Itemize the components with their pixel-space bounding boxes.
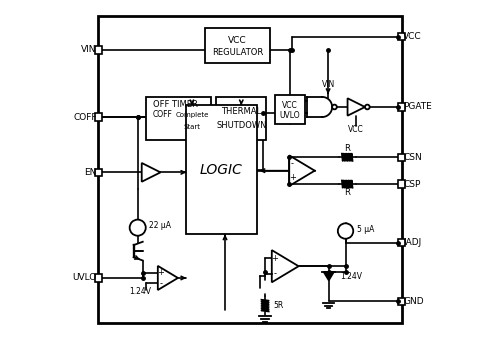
Bar xyxy=(275,95,304,124)
Text: VCC: VCC xyxy=(282,101,298,110)
Text: 1.24V: 1.24V xyxy=(129,287,151,296)
Text: -: - xyxy=(274,269,276,278)
Circle shape xyxy=(338,223,353,239)
Bar xyxy=(95,46,102,54)
Bar xyxy=(95,113,102,121)
Bar xyxy=(398,298,405,305)
Text: VIN: VIN xyxy=(322,80,334,89)
Text: 1.24V: 1.24V xyxy=(340,272,362,282)
Bar xyxy=(95,169,102,176)
Text: -: - xyxy=(290,159,294,168)
Bar xyxy=(204,28,270,64)
Bar xyxy=(398,180,405,188)
Polygon shape xyxy=(142,163,161,182)
Bar xyxy=(398,33,405,40)
Text: EN: EN xyxy=(84,168,97,177)
Circle shape xyxy=(332,105,337,109)
Text: OFF TIMER: OFF TIMER xyxy=(153,100,198,109)
Text: VCC: VCC xyxy=(228,36,246,45)
Text: SHUTDOWN: SHUTDOWN xyxy=(216,121,266,130)
Bar xyxy=(398,239,405,246)
Text: +: + xyxy=(158,268,164,277)
Bar xyxy=(95,274,102,282)
Polygon shape xyxy=(272,250,298,282)
Text: Start: Start xyxy=(184,124,200,130)
Text: VCC: VCC xyxy=(348,125,364,134)
Text: +: + xyxy=(289,173,296,182)
Bar xyxy=(398,153,405,161)
Text: REGULATOR: REGULATOR xyxy=(212,48,263,57)
Text: GND: GND xyxy=(403,297,424,306)
Polygon shape xyxy=(324,272,334,280)
Polygon shape xyxy=(158,266,178,290)
Text: +: + xyxy=(272,254,278,263)
Text: R: R xyxy=(344,144,350,153)
Bar xyxy=(398,103,405,111)
Text: VCC: VCC xyxy=(403,32,422,41)
Text: PGATE: PGATE xyxy=(403,102,432,112)
Text: Complete: Complete xyxy=(175,112,208,118)
Text: COFF: COFF xyxy=(74,113,97,122)
Text: LOGIC: LOGIC xyxy=(200,163,243,177)
Text: COFF: COFF xyxy=(152,110,172,119)
Bar xyxy=(146,97,212,140)
Text: CSP: CSP xyxy=(403,179,420,189)
Polygon shape xyxy=(348,98,365,116)
Text: R: R xyxy=(344,188,350,197)
Text: UVLO: UVLO xyxy=(72,273,97,283)
Bar xyxy=(216,97,266,140)
Circle shape xyxy=(130,220,146,236)
Text: 5 μA: 5 μA xyxy=(356,225,374,234)
Polygon shape xyxy=(289,155,314,186)
Circle shape xyxy=(365,105,370,109)
Text: -: - xyxy=(160,279,162,288)
Text: THERMAL: THERMAL xyxy=(221,107,262,116)
Text: 22 μA: 22 μA xyxy=(149,221,171,231)
Text: VIN: VIN xyxy=(82,46,97,54)
Text: CSN: CSN xyxy=(403,153,422,162)
Text: UVLO: UVLO xyxy=(280,111,300,120)
Text: IADJ: IADJ xyxy=(403,238,421,247)
Bar xyxy=(186,105,256,234)
Text: 5R: 5R xyxy=(274,301,283,310)
